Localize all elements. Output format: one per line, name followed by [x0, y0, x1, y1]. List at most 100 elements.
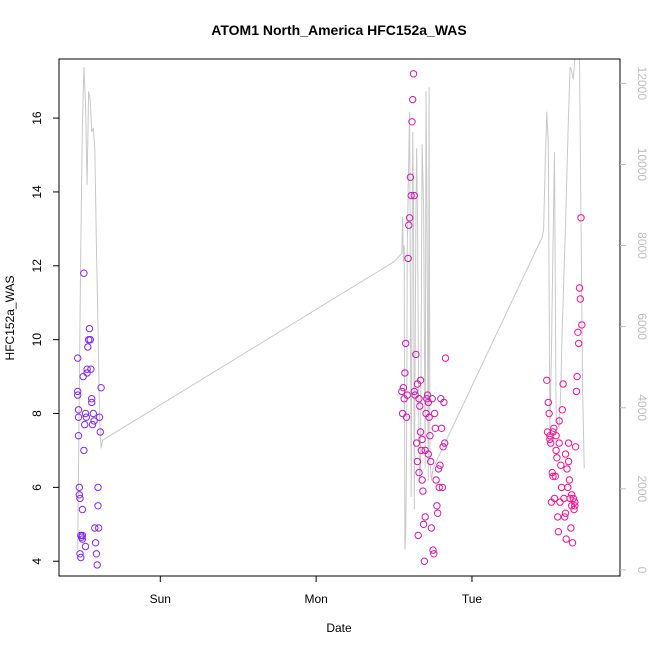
data-point	[77, 553, 85, 562]
data-point	[552, 446, 560, 455]
data-point	[74, 413, 83, 421]
data-point	[82, 413, 91, 421]
y2-tick-label: 8000	[635, 232, 649, 259]
data-point	[555, 439, 563, 447]
data-point	[404, 254, 412, 263]
data-point	[415, 395, 423, 403]
data-point	[74, 406, 83, 414]
data-point	[568, 539, 577, 547]
data-point	[79, 372, 87, 381]
chart-title: ATOM1 North_America HFC152a_WAS	[211, 22, 466, 38]
data-point	[430, 409, 439, 418]
data-point	[424, 398, 432, 407]
data-point	[568, 491, 576, 499]
data-point	[420, 557, 429, 565]
y2-tick-label: 0	[635, 567, 649, 574]
data-point	[409, 70, 418, 78]
data-point	[92, 550, 101, 558]
data-point	[88, 398, 96, 407]
data-point	[550, 424, 558, 432]
data-point	[558, 406, 566, 414]
data-point	[90, 417, 98, 425]
data-point	[555, 417, 563, 425]
data-point	[412, 350, 420, 359]
y-tick-label: 16	[30, 111, 44, 125]
data-point	[563, 465, 571, 473]
data-point	[87, 365, 95, 373]
data-point	[426, 432, 434, 440]
altitude-line-layer	[77, 58, 585, 550]
data-point	[574, 328, 582, 336]
data-point	[416, 428, 425, 436]
data-point	[557, 483, 566, 492]
data-point	[402, 339, 410, 348]
data-point	[434, 509, 442, 517]
data-point	[567, 524, 575, 532]
data-point	[570, 505, 578, 514]
altitude-line	[77, 58, 585, 550]
data-point	[413, 457, 422, 466]
data-point	[93, 561, 101, 569]
data-point	[564, 439, 573, 447]
data-point	[571, 502, 579, 510]
data-point	[76, 550, 84, 558]
data-point	[81, 542, 90, 551]
data-point	[565, 476, 574, 484]
data-point	[575, 339, 583, 348]
data-point	[405, 214, 414, 222]
data-point	[424, 450, 432, 458]
points-layer	[74, 70, 586, 569]
axes-layer: 4 6 8 10 12 14 16 0 2000 4000 6000 8000 10000 12000 Su…	[30, 58, 649, 606]
data-point	[434, 465, 443, 473]
data-point	[414, 531, 422, 540]
data-point	[398, 387, 406, 396]
data-point	[431, 424, 439, 432]
data-point	[410, 387, 418, 396]
data-point	[569, 494, 577, 503]
data-point	[425, 413, 433, 421]
data-point	[74, 391, 82, 399]
data-point	[97, 384, 105, 392]
data-point	[441, 439, 449, 447]
data-point	[428, 395, 436, 403]
data-point	[427, 524, 436, 532]
data-point	[560, 494, 568, 503]
data-point	[550, 494, 559, 503]
data-point	[408, 118, 416, 126]
data-point	[83, 369, 91, 377]
data-point	[551, 472, 559, 480]
data-point	[561, 513, 569, 521]
y2-tick-label: 10000	[635, 148, 649, 182]
data-point	[418, 476, 426, 484]
data-point	[95, 413, 104, 421]
data-point	[564, 457, 573, 466]
data-point	[398, 409, 407, 418]
y-tick-label: 8	[30, 410, 44, 417]
data-point	[401, 369, 409, 377]
data-point	[96, 428, 105, 436]
data-point	[75, 483, 84, 492]
data-point	[410, 191, 418, 200]
data-point	[578, 321, 586, 329]
data-point	[91, 539, 100, 547]
data-point	[91, 524, 99, 532]
data-point	[437, 424, 446, 432]
data-point	[81, 409, 90, 418]
data-point	[435, 483, 443, 492]
data-point	[432, 476, 440, 484]
data-point	[543, 376, 551, 384]
y2-tick-label: 6000	[635, 313, 649, 340]
data-point	[576, 295, 584, 303]
data-point	[413, 380, 422, 388]
data-point	[573, 372, 581, 381]
y-tick-label: 10	[30, 333, 44, 347]
data-point	[554, 528, 563, 536]
data-point	[553, 454, 561, 462]
data-point	[561, 509, 570, 517]
data-point	[74, 387, 82, 396]
data-point	[83, 365, 91, 373]
data-point	[78, 505, 87, 514]
data-point	[419, 487, 427, 495]
y-tick-label: 12	[30, 259, 44, 273]
data-point	[546, 435, 554, 444]
